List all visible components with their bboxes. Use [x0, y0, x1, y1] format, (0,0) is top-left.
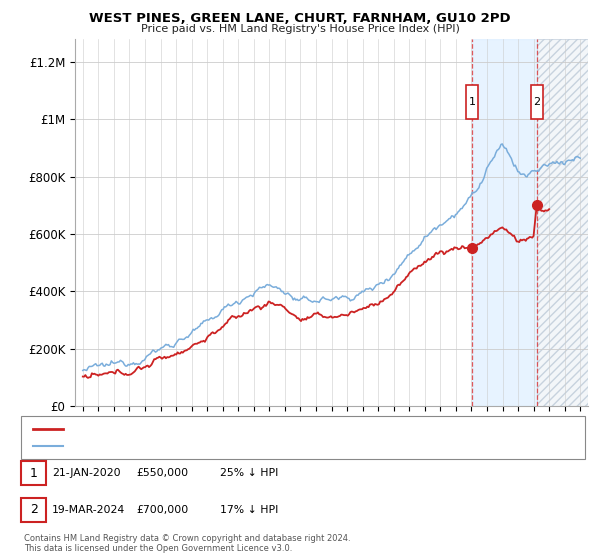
Bar	[472, 39, 537, 406]
Bar	[537, 39, 588, 406]
Text: 21-JAN-2020: 21-JAN-2020	[52, 468, 121, 478]
Text: 1: 1	[469, 97, 476, 108]
Text: £550,000: £550,000	[136, 468, 188, 478]
Text: 1: 1	[29, 466, 38, 480]
Text: WEST PINES, GREEN LANE, CHURT, FARNHAM, GU10 2PD (detached house): WEST PINES, GREEN LANE, CHURT, FARNHAM, …	[68, 424, 442, 434]
Text: 17% ↓ HPI: 17% ↓ HPI	[220, 505, 278, 515]
Text: 25% ↓ HPI: 25% ↓ HPI	[220, 468, 278, 478]
Bar	[537, 39, 588, 406]
Text: £700,000: £700,000	[136, 505, 188, 515]
Text: Price paid vs. HM Land Registry's House Price Index (HPI): Price paid vs. HM Land Registry's House …	[140, 24, 460, 34]
Text: Contains HM Land Registry data © Crown copyright and database right 2024.
This d: Contains HM Land Registry data © Crown c…	[24, 534, 350, 553]
Text: 2: 2	[533, 97, 541, 108]
FancyBboxPatch shape	[466, 85, 478, 119]
FancyBboxPatch shape	[531, 85, 543, 119]
Text: WEST PINES, GREEN LANE, CHURT, FARNHAM, GU10 2PD: WEST PINES, GREEN LANE, CHURT, FARNHAM, …	[89, 12, 511, 25]
Text: 2: 2	[29, 503, 38, 516]
Text: HPI: Average price, detached house, Waverley: HPI: Average price, detached house, Wave…	[68, 441, 299, 451]
Text: 19-MAR-2024: 19-MAR-2024	[52, 505, 125, 515]
